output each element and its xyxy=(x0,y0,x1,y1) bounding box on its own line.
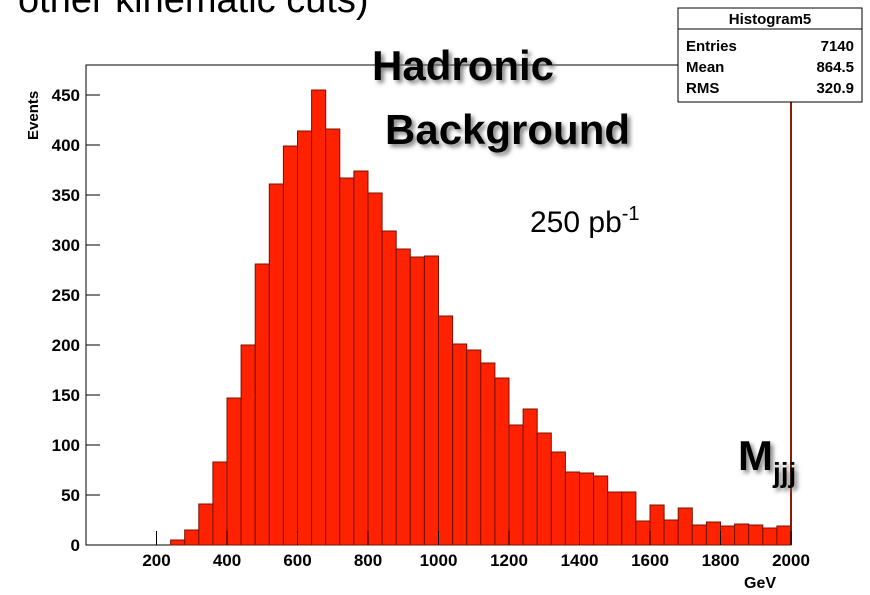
x-tick-label: 800 xyxy=(354,551,382,570)
x-tick-label: 1400 xyxy=(561,551,599,570)
bar xyxy=(268,183,284,546)
bar xyxy=(579,472,595,546)
bar xyxy=(353,170,369,546)
stats-label: RMS xyxy=(686,80,719,97)
annotation: Background xyxy=(385,106,630,153)
bar xyxy=(494,377,510,546)
stats-value: 864.5 xyxy=(816,59,854,76)
bar xyxy=(311,89,327,546)
bar xyxy=(762,527,778,546)
bar xyxy=(297,130,313,546)
x-axis-label: GeV xyxy=(744,575,776,592)
bar xyxy=(339,177,355,546)
bar xyxy=(409,256,425,546)
variable-label: Mjjj xyxy=(738,432,796,488)
bar xyxy=(593,475,609,546)
bar xyxy=(254,263,270,546)
bar xyxy=(240,344,256,546)
bar xyxy=(522,408,538,546)
stats-value: 7140 xyxy=(821,38,854,55)
bar xyxy=(184,529,200,546)
bar xyxy=(381,230,397,546)
var-sub: jjj xyxy=(772,457,796,488)
stats-title: Histogram5 xyxy=(729,11,812,28)
stats-label: Entries xyxy=(686,38,737,55)
bar xyxy=(226,397,242,546)
x-tick-label: 1200 xyxy=(490,551,528,570)
bar xyxy=(367,192,383,546)
y-tick-label: 0 xyxy=(71,536,80,555)
stats-box: Histogram5 Entries 7140 Mean 864.5 RMS 320.9 xyxy=(677,7,863,103)
bar xyxy=(550,451,566,546)
bar xyxy=(212,461,228,546)
bar xyxy=(438,315,454,546)
y-tick-label: 300 xyxy=(52,236,80,255)
x-tick-label: 1000 xyxy=(420,551,458,570)
bar xyxy=(677,507,693,546)
stats-value: 320.9 xyxy=(816,80,854,97)
bar xyxy=(480,362,496,546)
x-tick-label: 400 xyxy=(213,551,241,570)
bar xyxy=(776,525,792,546)
bar xyxy=(635,520,651,546)
stats-label: Mean xyxy=(686,59,724,76)
bar xyxy=(423,255,439,546)
annotation: Hadronic xyxy=(372,42,554,89)
bar xyxy=(325,128,341,546)
bar xyxy=(705,521,722,546)
x-tick-label: 200 xyxy=(142,551,170,570)
bar xyxy=(536,432,552,546)
y-tick-label: 350 xyxy=(52,186,80,205)
bar xyxy=(170,539,186,546)
bar xyxy=(508,424,524,546)
y-tick-label: 200 xyxy=(52,336,80,355)
bar xyxy=(691,524,707,546)
var: M xyxy=(738,432,773,479)
bar xyxy=(734,523,750,546)
lumi-label: 250 pb-1 xyxy=(530,203,640,239)
y-tick-label: 150 xyxy=(52,386,80,405)
y-tick-label: 250 xyxy=(52,286,80,305)
y-tick-label: 100 xyxy=(52,436,80,455)
bar xyxy=(649,504,665,546)
x-tick-label: 1800 xyxy=(702,551,740,570)
x-tick-label: 600 xyxy=(283,551,311,570)
bar xyxy=(564,471,581,546)
bar xyxy=(395,248,411,546)
bar xyxy=(720,525,736,546)
bar xyxy=(621,491,637,546)
x-tick-label: 2000 xyxy=(772,551,810,570)
bar xyxy=(282,145,298,546)
bar xyxy=(663,519,679,546)
stats-frame xyxy=(677,7,863,103)
y-tick-label: 400 xyxy=(52,136,80,155)
lumi-sup: -1 xyxy=(622,203,640,225)
bar xyxy=(198,503,214,546)
lumi: 250 pb xyxy=(530,206,622,239)
y-axis-label: Events xyxy=(25,91,42,140)
header-text: other kinematic cuts) xyxy=(18,0,369,21)
y-tick-label: 50 xyxy=(61,486,80,505)
bar xyxy=(748,524,764,546)
y-tick-label: 450 xyxy=(52,86,80,105)
bar xyxy=(452,343,468,546)
x-tick-label: 1600 xyxy=(631,551,669,570)
bar xyxy=(607,491,623,546)
bar xyxy=(466,349,482,546)
